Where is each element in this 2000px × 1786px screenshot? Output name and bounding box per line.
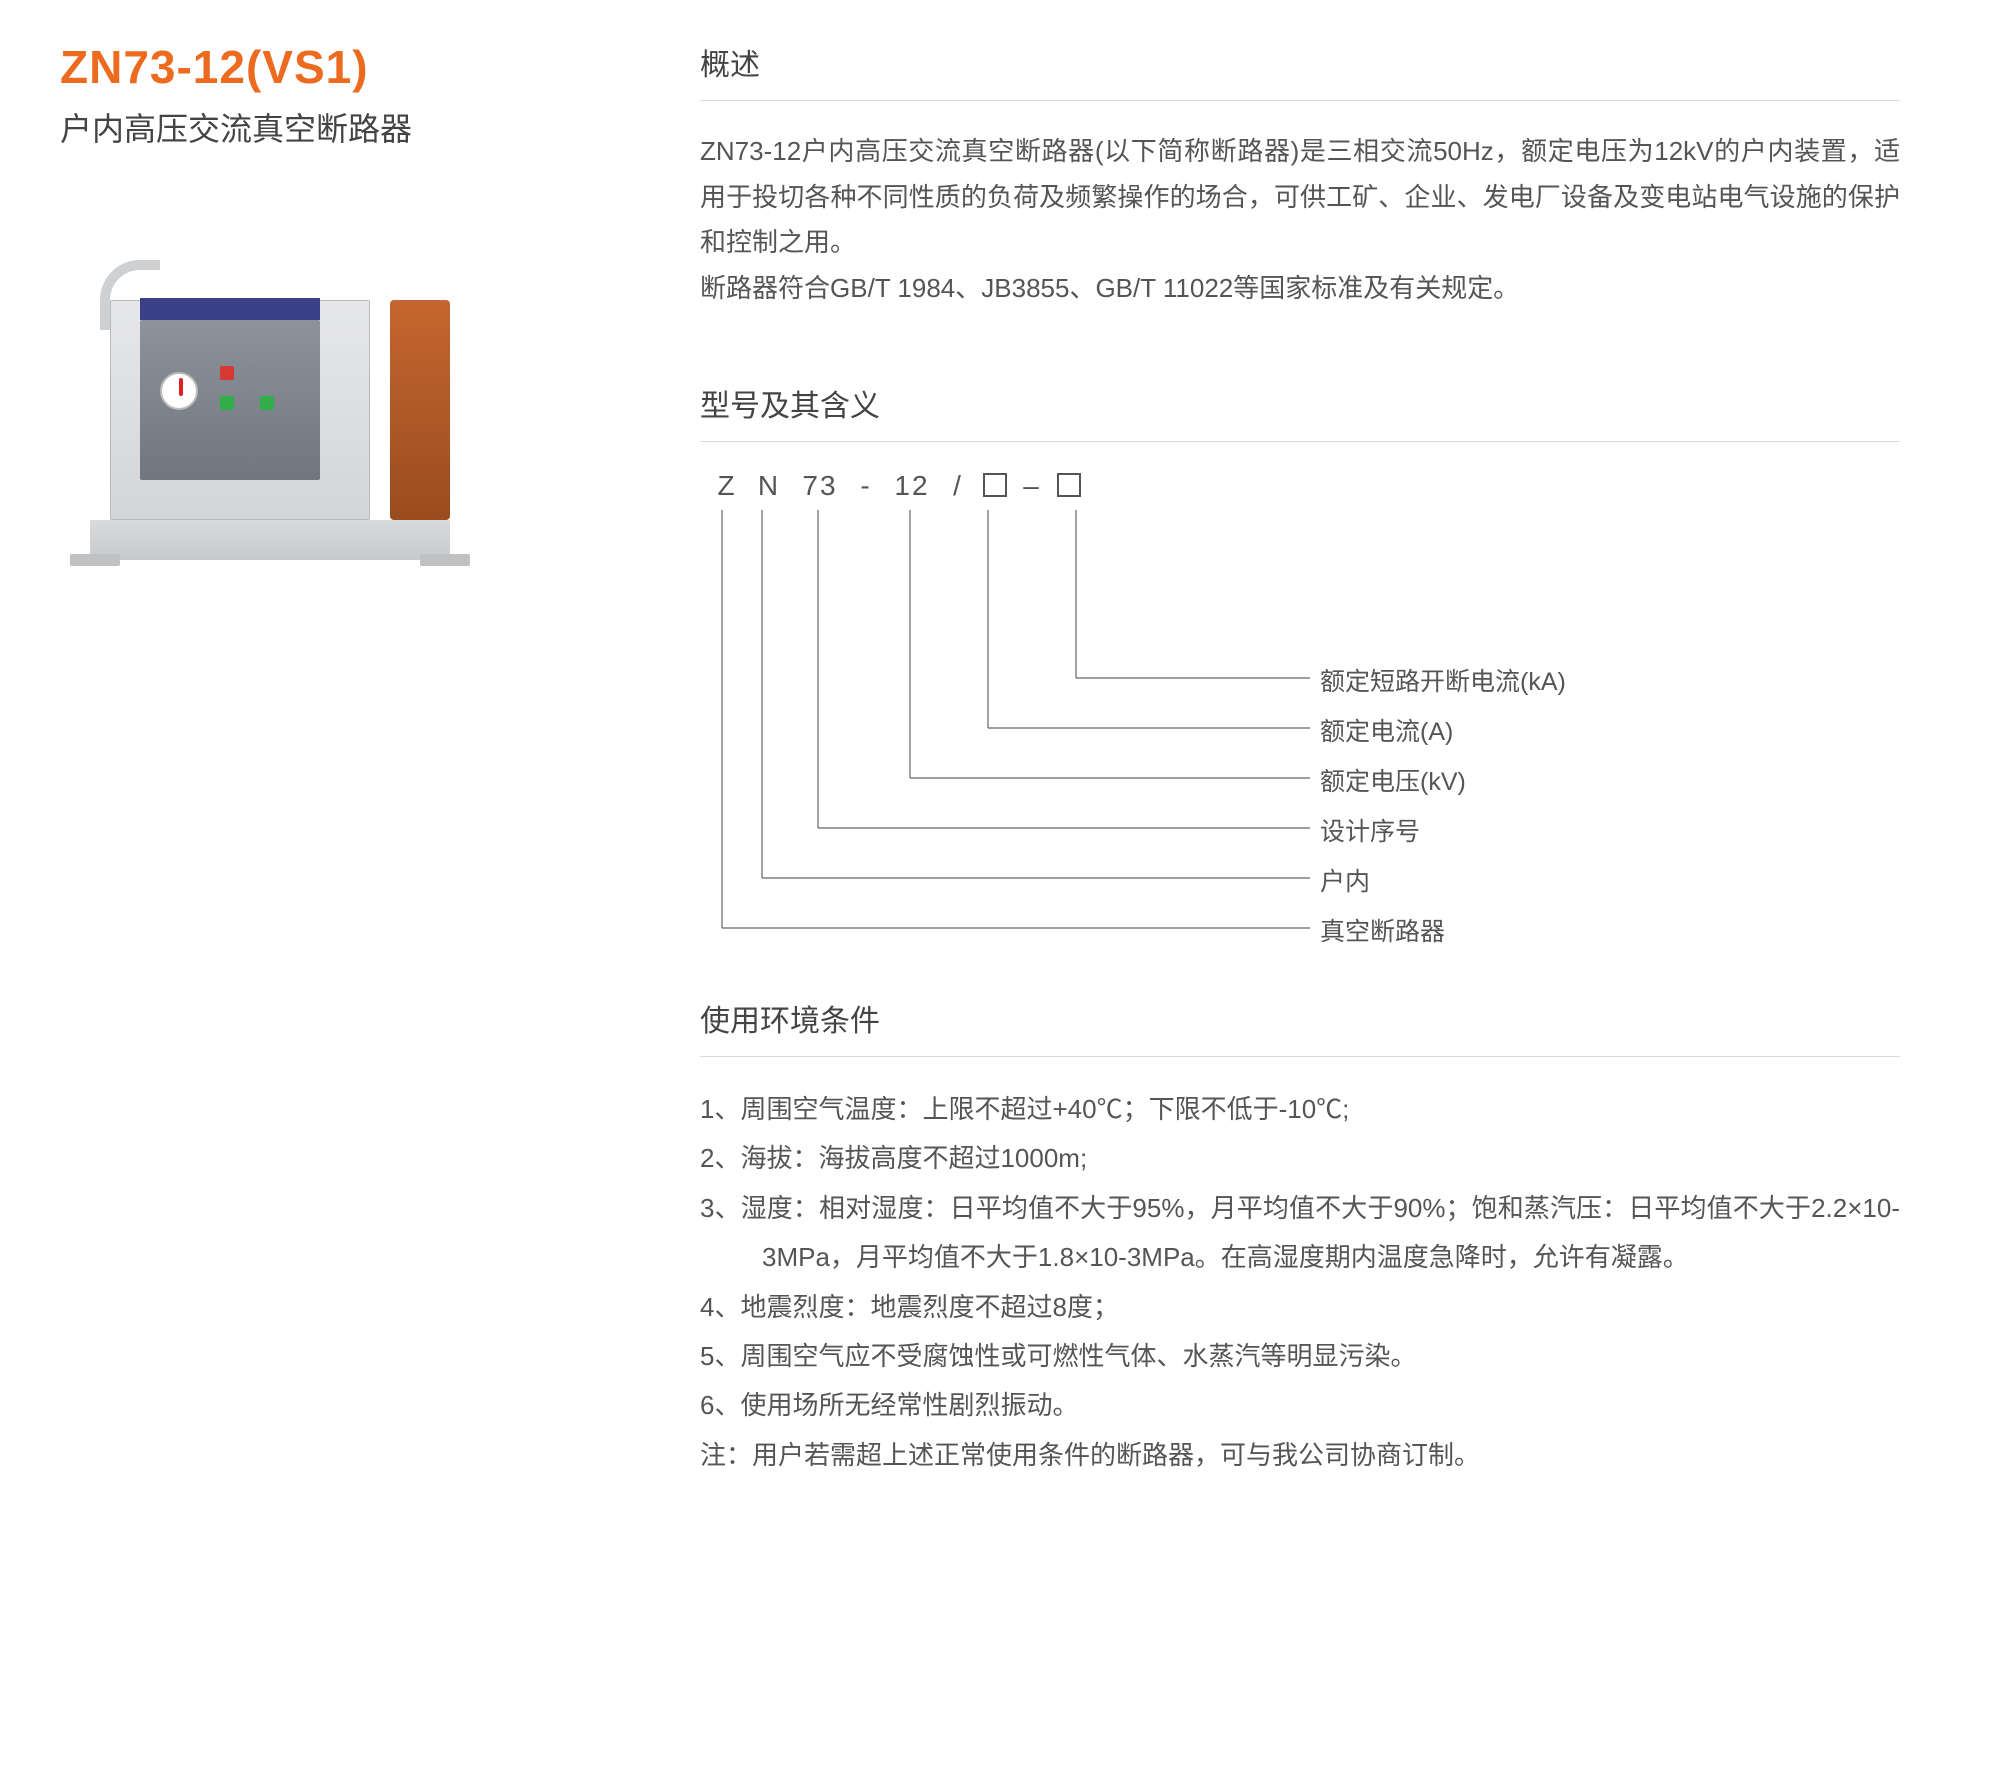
env-item: 1、周围空气温度：上限不超过+40℃；下限不低于-10℃; — [700, 1085, 1900, 1134]
overview-heading: 概述 — [700, 40, 1900, 101]
environment-note: 注：用户若需超上述正常使用条件的断路器，可与我公司协商订制。 — [700, 1431, 1900, 1480]
model-heading: 型号及其含义 — [700, 381, 1900, 442]
model-code-row: Z N 73 - 12 / – — [700, 470, 1900, 502]
model-bracket-diagram: 额定短路开断电流(kA) 额定电流(A) 额定电压(kV) 设计序号 户内 真空… — [700, 506, 1900, 926]
model-seg-7: – — [1018, 470, 1046, 502]
overview-p2: 断路器符合GB/T 1984、JB3855、GB/T 11022等国家标准及有关… — [700, 273, 1519, 303]
bracket-label-0: 额定短路开断电流(kA) — [1320, 662, 1566, 698]
section-environment: 使用环境条件 1、周围空气温度：上限不超过+40℃；下限不低于-10℃; 2、海… — [700, 996, 1900, 1480]
circuit-breaker-illustration — [90, 260, 450, 560]
model-seg-2: 73 — [792, 470, 848, 502]
bracket-svg — [700, 506, 1900, 946]
model-seg-5: / — [944, 470, 972, 502]
model-seg-3: - — [852, 470, 880, 502]
bracket-label-4: 户内 — [1320, 862, 1370, 898]
env-item: 3、湿度：相对湿度：日平均值不大于95%，月平均值不大于90%；饱和蒸汽压：日平… — [700, 1184, 1900, 1283]
overview-text: ZN73-12户内高压交流真空断路器(以下简称断路器)是三相交流50Hz，额定电… — [700, 129, 1900, 311]
env-item: 2、海拔：海拔高度不超过1000m; — [700, 1134, 1900, 1183]
environment-heading: 使用环境条件 — [700, 996, 1900, 1057]
model-seg-1: N — [750, 470, 788, 502]
bracket-label-1: 额定电流(A) — [1320, 712, 1453, 748]
bracket-label-2: 额定电压(kV) — [1320, 762, 1466, 798]
model-seg-8 — [1050, 470, 1088, 502]
left-column: ZN73-12(VS1) 户内高压交流真空断路器 — [60, 40, 620, 1550]
bracket-label-3: 设计序号 — [1320, 812, 1420, 848]
section-model: 型号及其含义 Z N 73 - 12 / – 额定短路开断电流(kA) 额定电流… — [700, 381, 1900, 926]
env-item: 4、地震烈度：地震烈度不超过8度； — [700, 1283, 1900, 1332]
section-overview: 概述 ZN73-12户内高压交流真空断路器(以下简称断路器)是三相交流50Hz，… — [700, 40, 1900, 311]
product-image — [60, 200, 500, 600]
product-subtitle: 户内高压交流真空断路器 — [60, 104, 620, 150]
model-seg-6 — [976, 470, 1014, 502]
env-item: 6、使用场所无经常性剧烈振动。 — [700, 1381, 1900, 1430]
page-root: ZN73-12(VS1) 户内高压交流真空断路器 概述 Z — [60, 40, 1940, 1550]
model-seg-0: Z — [708, 470, 746, 502]
env-item: 5、周围空气应不受腐蚀性或可燃性气体、水蒸汽等明显污染。 — [700, 1332, 1900, 1381]
bracket-label-5: 真空断路器 — [1320, 912, 1445, 948]
right-column: 概述 ZN73-12户内高压交流真空断路器(以下简称断路器)是三相交流50Hz，… — [700, 40, 1940, 1550]
environment-list: 1、周围空气温度：上限不超过+40℃；下限不低于-10℃; 2、海拔：海拔高度不… — [700, 1085, 1900, 1431]
overview-p1: ZN73-12户内高压交流真空断路器(以下简称断路器)是三相交流50Hz，额定电… — [700, 136, 1900, 257]
product-title: ZN73-12(VS1) — [60, 40, 620, 94]
model-seg-4: 12 — [884, 470, 940, 502]
